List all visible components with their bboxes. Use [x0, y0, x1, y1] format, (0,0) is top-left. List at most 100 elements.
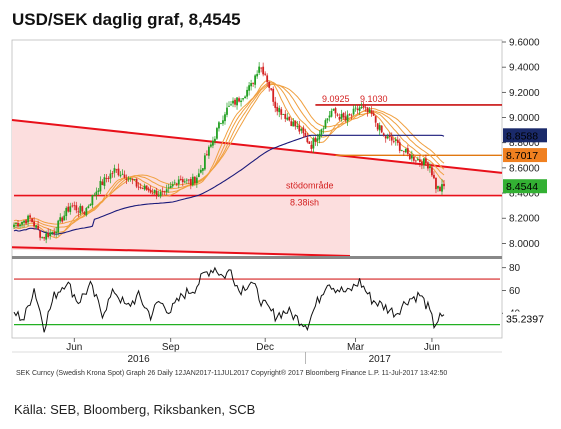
price-tick-label: 9.6000: [509, 38, 540, 49]
month-label: Jun: [424, 342, 440, 353]
candle-body: [278, 108, 281, 113]
candle-body: [350, 114, 353, 116]
candle-body: [53, 231, 56, 234]
candle-body: [248, 85, 250, 91]
chart-title: USD/SEK daglig graf, 8,4545: [12, 10, 241, 29]
candle-body: [380, 125, 383, 133]
candle-body: [437, 185, 439, 189]
candle-body: [220, 123, 222, 124]
candle-body: [41, 237, 44, 238]
candle-body: [177, 179, 180, 185]
candle-body: [27, 215, 29, 223]
candle-body: [334, 108, 337, 114]
candle-body: [396, 139, 399, 143]
candle-body: [216, 128, 218, 139]
candle-body: [342, 112, 345, 118]
candle-body: [294, 120, 297, 127]
candle-body: [386, 136, 389, 139]
panel-separator: [12, 256, 502, 259]
annotation-high-1: 9.0925: [322, 94, 350, 104]
candle-body: [119, 175, 122, 177]
candle-body: [270, 88, 273, 90]
candle-body: [163, 191, 166, 193]
candle-body: [175, 183, 178, 185]
candle-body: [77, 211, 80, 213]
price-panel: [11, 62, 503, 257]
candle-body: [431, 167, 433, 176]
candle-body: [364, 107, 367, 109]
candle-body: [400, 150, 403, 151]
candle-body: [390, 136, 393, 141]
candle-body: [398, 142, 401, 151]
candle-body: [266, 75, 269, 83]
candle-body: [414, 160, 417, 162]
candle-body: [272, 88, 275, 102]
candle-body: [208, 146, 210, 156]
candle-body: [43, 237, 46, 239]
candle-body: [427, 162, 429, 169]
candle-body: [113, 168, 116, 173]
candle-body: [352, 108, 355, 115]
candle-body: [296, 125, 299, 128]
candle-body: [29, 215, 31, 218]
candle-body: [69, 206, 72, 212]
candle-body: [185, 179, 188, 181]
candle-body: [165, 189, 168, 193]
candle-body: [95, 191, 98, 196]
candle-body: [153, 189, 156, 193]
candle-body: [133, 179, 136, 180]
candle-body: [31, 218, 33, 223]
candle-body: [240, 100, 242, 102]
labels: 9.0925 9.1030 stödområde 8.38ish 8.8588 8.701…: [286, 94, 547, 326]
candle-body: [332, 108, 335, 111]
annotation-support-label: stödområde: [286, 181, 334, 191]
candle-body: [372, 113, 375, 116]
candle-body: [55, 231, 58, 233]
price-tick-label: 8.0000: [509, 239, 540, 250]
candle-body: [137, 186, 140, 188]
candle-body: [412, 156, 415, 161]
rsi-tick-label: 80: [509, 263, 521, 274]
candle-body: [35, 225, 38, 228]
candle-body: [230, 104, 232, 106]
candle-body: [73, 205, 76, 207]
candle-body: [384, 136, 387, 139]
candle-body: [320, 129, 323, 135]
candle-body: [222, 120, 224, 124]
candle-body: [123, 174, 126, 178]
candle-body: [89, 204, 92, 206]
candle-body: [197, 173, 200, 178]
candle-body: [33, 221, 35, 227]
candle-body: [300, 128, 303, 131]
candle-body: [149, 190, 152, 193]
candle-body: [161, 191, 164, 192]
candle-body: [234, 99, 236, 105]
value-box-rsi: 35.2397: [506, 314, 544, 326]
candle-body: [51, 231, 54, 234]
bloomberg-caption: SEK Curncy (Swedish Krona Spot) Graph 26…: [16, 369, 447, 377]
channel-lower-line: [11, 246, 351, 257]
candle-body: [336, 114, 339, 116]
candle-body: [139, 187, 142, 189]
candle-body: [159, 191, 162, 197]
candle-body: [228, 105, 230, 107]
rsi-panel: [13, 266, 500, 333]
candle-body: [203, 155, 206, 170]
candle-body: [145, 185, 148, 190]
candle-body: [111, 173, 114, 174]
candle-body: [340, 114, 343, 119]
candle-body: [356, 108, 359, 111]
candle-body: [360, 106, 363, 109]
candle-body: [420, 161, 423, 166]
candle-body: [322, 128, 325, 130]
rsi-line: [13, 266, 445, 333]
candle-body: [199, 169, 202, 173]
candle-body: [205, 154, 208, 156]
candle-body: [75, 205, 78, 211]
candle-body: [226, 107, 228, 115]
candle-body: [125, 178, 128, 180]
candle-body: [392, 141, 395, 143]
candle-body: [382, 133, 385, 136]
candle-body: [326, 118, 329, 121]
candle-body: [260, 67, 263, 69]
